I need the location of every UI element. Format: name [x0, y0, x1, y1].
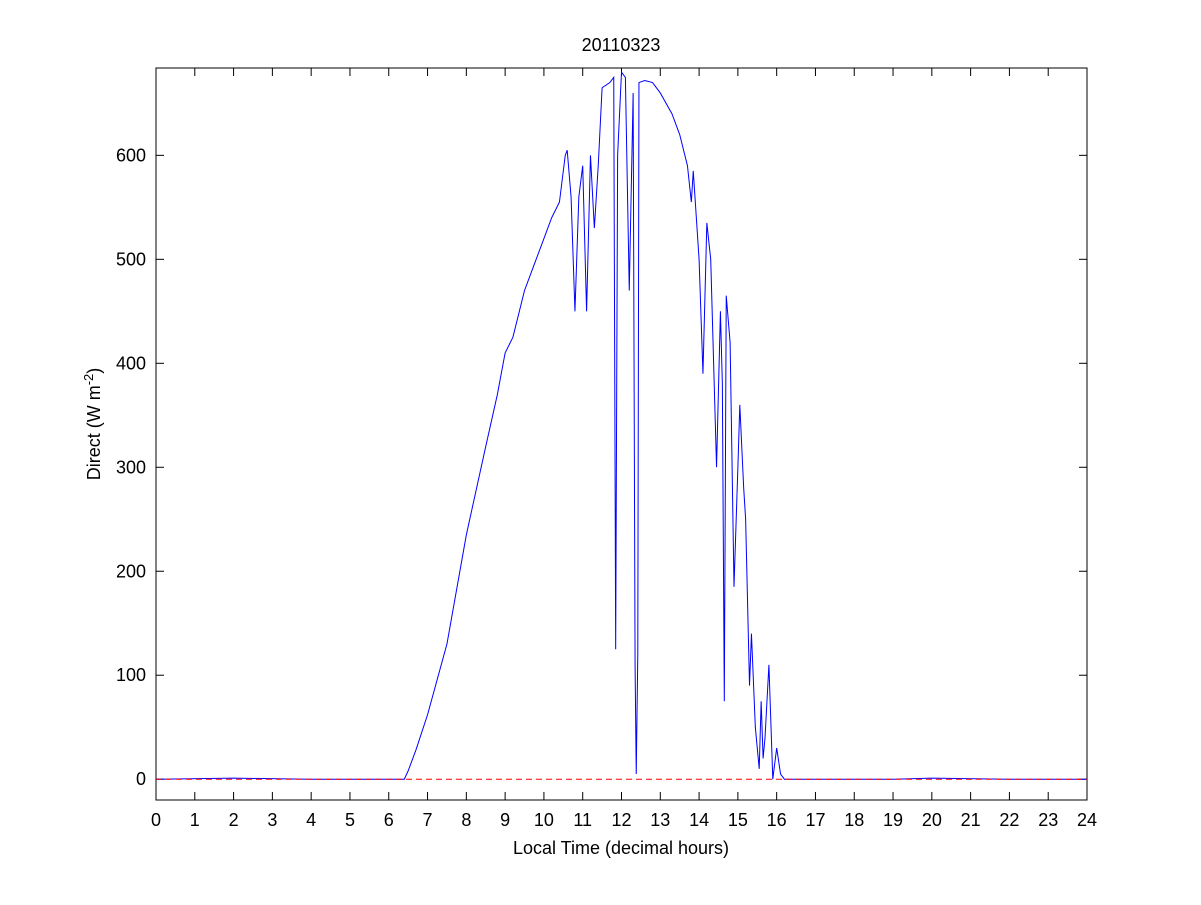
x-tick-label: 15	[728, 810, 748, 830]
x-tick-label: 8	[461, 810, 471, 830]
x-tick-label: 17	[805, 810, 825, 830]
x-tick-label: 0	[151, 810, 161, 830]
x-tick-label: 19	[883, 810, 903, 830]
x-tick-label: 2	[229, 810, 239, 830]
x-tick-label: 12	[611, 810, 631, 830]
y-tick-label: 500	[116, 249, 146, 269]
x-tick-label: 16	[767, 810, 787, 830]
y-label-end: )	[84, 368, 104, 374]
x-tick-label: 6	[384, 810, 394, 830]
x-tick-label: 10	[534, 810, 554, 830]
x-tick-label: 9	[500, 810, 510, 830]
chart-title: 20110323	[582, 35, 661, 55]
y-axis-label: Direct (W m-2)	[81, 368, 104, 481]
y-tick-label: 0	[136, 769, 146, 789]
y-label-text: Direct (W m	[84, 385, 104, 480]
x-tick-label: 20	[922, 810, 942, 830]
data-line	[155, 70, 1087, 780]
x-tick-label: 23	[1038, 810, 1058, 830]
y-tick-label: 300	[116, 457, 146, 477]
x-tick-label: 3	[267, 810, 277, 830]
x-tick-label: 7	[423, 810, 433, 830]
x-tick-label: 14	[689, 810, 709, 830]
x-tick-label: 22	[999, 810, 1019, 830]
x-tick-label: 11	[573, 810, 592, 830]
x-tick-label: 13	[650, 810, 670, 830]
y-label-sup: -2	[81, 374, 96, 386]
x-tick-label: 21	[961, 810, 981, 830]
x-tick-label: 1	[190, 810, 200, 830]
y-tick-label: 600	[116, 145, 146, 165]
y-tick-label: 200	[116, 561, 146, 581]
y-tick-label: 400	[116, 353, 146, 373]
x-axis-label: Local Time (decimal hours)	[513, 838, 729, 858]
x-tick-label: 24	[1077, 810, 1097, 830]
y-tick-label: 100	[116, 665, 146, 685]
x-tick-label: 5	[345, 810, 355, 830]
x-tick-label: 18	[844, 810, 864, 830]
x-tick-label: 4	[306, 810, 316, 830]
